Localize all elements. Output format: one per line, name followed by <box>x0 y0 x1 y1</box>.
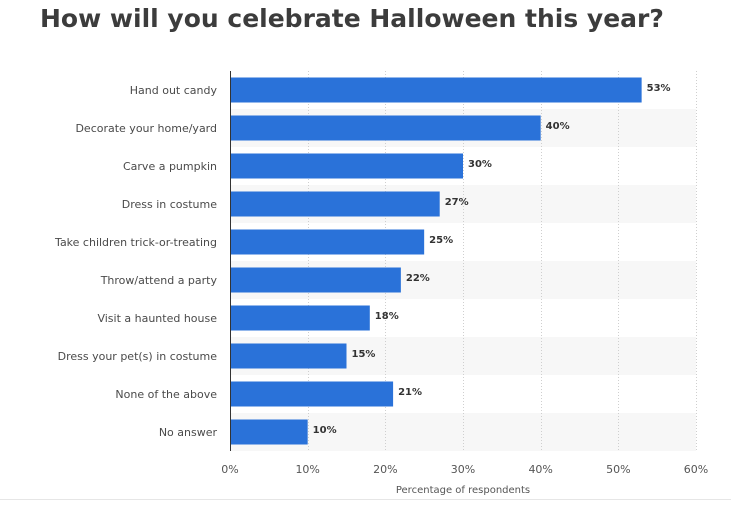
x-tick-label: 0% <box>221 463 238 476</box>
bar <box>230 305 370 331</box>
x-tick-label: 50% <box>606 463 630 476</box>
category-label: Dress your pet(s) in costume <box>58 350 218 363</box>
category-label: Take children trick-or-treating <box>54 236 217 249</box>
bar <box>230 229 425 255</box>
bar <box>230 153 463 179</box>
bar <box>230 381 394 407</box>
data-label: 22% <box>406 273 430 284</box>
bar <box>230 419 308 445</box>
data-label: 21% <box>398 387 422 398</box>
x-tick-label: 20% <box>373 463 397 476</box>
data-label: 18% <box>375 311 399 322</box>
x-axis-title: Percentage of respondents <box>396 485 530 496</box>
category-label: Hand out candy <box>130 84 218 97</box>
x-tick-label: 10% <box>295 463 319 476</box>
data-label: 25% <box>429 235 453 246</box>
bar <box>230 343 347 369</box>
category-label: Throw/attend a party <box>100 274 218 287</box>
data-label: 10% <box>313 425 337 436</box>
bottom-divider <box>0 499 731 500</box>
category-label: None of the above <box>115 388 217 401</box>
bar <box>230 267 401 293</box>
data-label: 15% <box>352 349 376 360</box>
data-label: 30% <box>468 159 492 170</box>
category-label: Decorate your home/yard <box>75 122 217 135</box>
x-tick-label: 30% <box>451 463 475 476</box>
category-label: Dress in costume <box>122 198 218 211</box>
x-tick-label: 40% <box>528 463 552 476</box>
bar <box>230 115 541 141</box>
bar <box>230 77 642 103</box>
category-label: No answer <box>159 426 218 439</box>
category-label: Carve a pumpkin <box>123 160 217 173</box>
x-tick-label: 60% <box>684 463 708 476</box>
data-label: 53% <box>647 83 671 94</box>
chart-title: How will you celebrate Halloween this ye… <box>40 4 664 33</box>
category-label: Visit a haunted house <box>97 312 217 325</box>
data-label: 27% <box>445 197 469 208</box>
bar <box>230 191 440 217</box>
data-label: 40% <box>546 121 570 132</box>
